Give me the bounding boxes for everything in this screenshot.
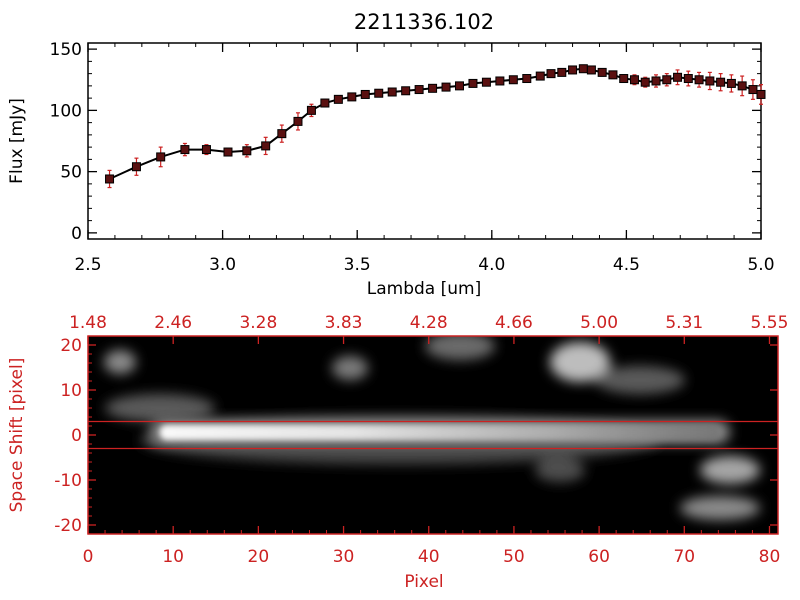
- data-point: [468, 78, 478, 88]
- data-point: [387, 87, 397, 97]
- data-point: [694, 75, 704, 85]
- image-x-tick-label: 20: [248, 547, 270, 567]
- image-x-ticks: 0 10 20 30 40 50 60 70 80: [83, 526, 781, 567]
- x-tick-label: 4.5: [613, 255, 640, 275]
- data-point: [131, 162, 141, 172]
- spectrum-chart: 2211336.102 2.5 3.0 3.5 4.0 4.5 5.0 0 50 100 150…: [7, 10, 775, 299]
- image-top-tick-label: 4.66: [495, 313, 533, 333]
- data-point: [597, 67, 607, 77]
- image-x-tick-label: 70: [673, 547, 695, 567]
- data-point: [508, 75, 518, 85]
- data-point: [608, 70, 618, 80]
- image-x-tick-label: 30: [333, 547, 355, 567]
- data-point: [640, 77, 650, 87]
- data-point: [586, 65, 596, 75]
- data-point: [651, 76, 661, 86]
- spectrum-trace: [160, 425, 720, 440]
- data-point: [716, 77, 726, 87]
- data-point: [546, 69, 556, 79]
- data-point: [293, 116, 303, 126]
- spectrum-points: [105, 64, 766, 184]
- data-point: [454, 81, 464, 91]
- image-x-tick-label: 80: [759, 547, 781, 567]
- image-top-tick-label: 5.31: [665, 313, 703, 333]
- image-y-tick-label: 0: [71, 426, 82, 446]
- image-y-ticks: -20 -10 0 10 20: [54, 336, 778, 536]
- image-top-tick-label: 3.28: [239, 313, 277, 333]
- data-point: [705, 76, 715, 86]
- data-point: [619, 74, 629, 84]
- x-tick-label: 4.0: [478, 255, 505, 275]
- data-point: [156, 152, 166, 162]
- data-point: [535, 71, 545, 81]
- spectrum-plot-frame: [87, 42, 762, 240]
- data-point: [277, 129, 287, 139]
- data-point: [522, 74, 532, 84]
- x-tick-label: 5.0: [747, 255, 774, 275]
- image-x-axis-label: Pixel: [404, 572, 443, 592]
- spectral-image-chart: 0 10 20 30 40 50 60 70 80 1.48 2.46 3.28 3.83 4.28 4.…: [7, 313, 788, 592]
- data-point: [481, 77, 491, 87]
- image-x-tick-label: 40: [418, 547, 440, 567]
- spectrum-x-axis-label: Lambda [um]: [367, 279, 481, 299]
- image-x-tick-label: 60: [588, 547, 610, 567]
- x-tick-label: 3.0: [209, 255, 236, 275]
- data-point: [495, 76, 505, 86]
- image-x-tick-label: 0: [83, 547, 94, 567]
- chart-title: 2211336.102: [354, 10, 494, 34]
- image-y-tick-label: 20: [60, 336, 82, 356]
- data-point: [578, 64, 588, 74]
- y-tick-label: 0: [71, 224, 82, 244]
- data-point: [662, 75, 672, 85]
- data-point: [629, 75, 639, 85]
- data-point: [201, 145, 211, 155]
- image-top-tick-label: 1.48: [69, 313, 107, 333]
- image-top-tick-label: 5.00: [580, 313, 618, 333]
- y-tick-label: 50: [60, 163, 82, 183]
- image-x-tick-label: 50: [503, 547, 525, 567]
- spectrum-y-ticks: 0 50 100 150: [50, 40, 761, 244]
- data-point: [242, 146, 252, 156]
- image-top-wavelength-ticks: 1.48 2.46 3.28 3.83 4.28 4.66 5.00 5.31 5.55: [69, 313, 788, 344]
- data-point: [306, 105, 316, 115]
- data-point: [683, 74, 693, 84]
- data-point: [673, 72, 683, 82]
- image-top-tick-label: 4.28: [410, 313, 448, 333]
- data-point: [180, 145, 190, 155]
- spectrum-x-ticks: 2.5 3.0 3.5 4.0 4.5 5.0: [74, 43, 775, 275]
- image-top-tick-label: 2.46: [154, 313, 192, 333]
- data-point: [737, 81, 747, 91]
- y-tick-label: 100: [50, 101, 82, 121]
- spectrum-y-axis-label: Flux [mJy]: [7, 98, 27, 184]
- data-point: [261, 141, 271, 151]
- image-top-tick-label: 3.83: [325, 313, 363, 333]
- data-point: [360, 89, 370, 99]
- data-point: [568, 65, 578, 75]
- x-tick-label: 2.5: [74, 255, 101, 275]
- y-tick-label: 150: [50, 40, 82, 60]
- data-point: [105, 174, 115, 184]
- data-point: [320, 98, 330, 108]
- spectral-image: [104, 336, 760, 520]
- data-point: [441, 82, 451, 92]
- data-point: [557, 67, 567, 77]
- data-point: [726, 78, 736, 88]
- data-point: [414, 85, 424, 95]
- data-point: [748, 85, 758, 95]
- x-tick-label: 3.5: [344, 255, 371, 275]
- data-point: [428, 83, 438, 93]
- image-top-tick-label: 5.55: [751, 313, 789, 333]
- image-y-tick-label: 10: [60, 381, 82, 401]
- data-point: [347, 92, 357, 102]
- image-x-tick-label: 10: [162, 547, 184, 567]
- image-y-tick-label: -10: [54, 471, 82, 491]
- data-point: [333, 94, 343, 104]
- data-point: [756, 89, 766, 99]
- data-point: [223, 147, 233, 157]
- data-point: [401, 86, 411, 96]
- image-y-tick-label: -20: [54, 516, 82, 536]
- data-point: [374, 88, 384, 98]
- image-y-axis-label: Space Shift [pixel]: [7, 358, 27, 513]
